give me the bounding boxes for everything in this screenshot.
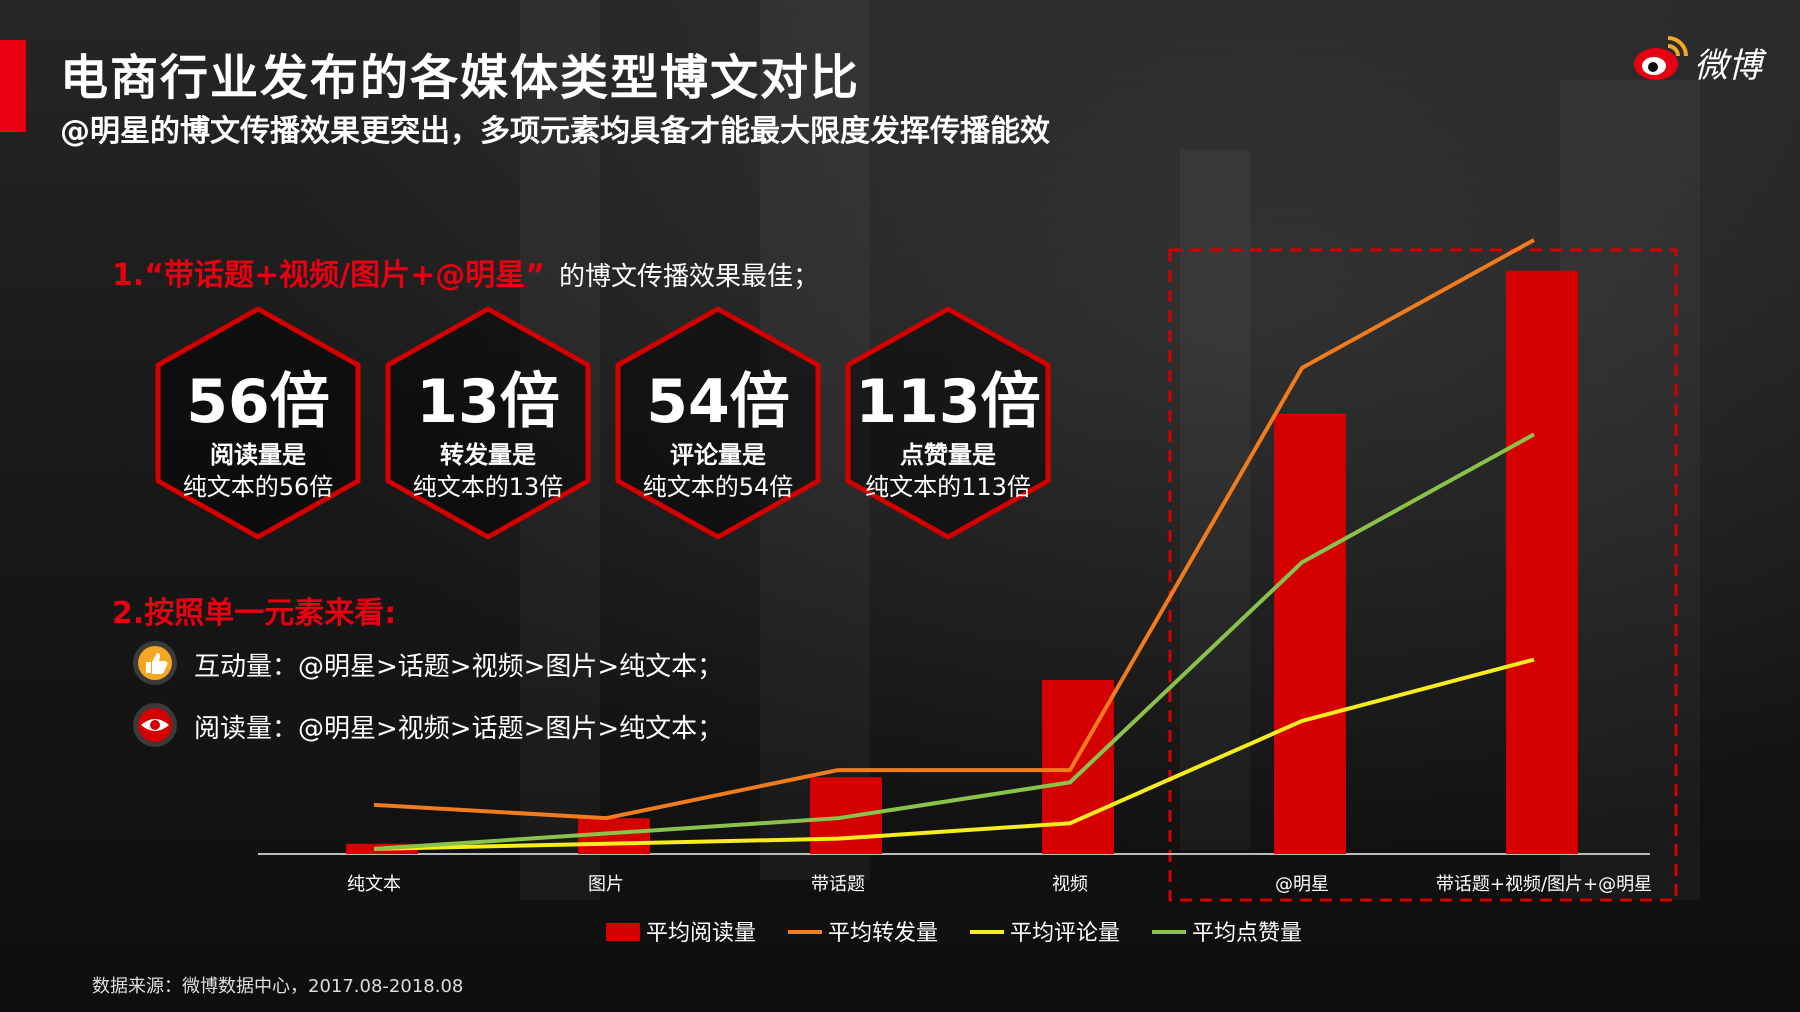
eye-icon [133,703,177,747]
line-平均点赞量 [373,432,1535,851]
point-1-text: 的博文传播效果最佳； [558,262,819,292]
weibo-eye-icon [1634,36,1688,80]
x-tick-label: @明星 [1275,874,1329,895]
stat-desc: 纯文本的56倍 [182,473,334,501]
background-building [1180,150,1250,850]
legend-label: 平均评论量 [1010,921,1120,946]
legend-label: 平均转发量 [828,921,938,946]
reading-ranking: 阅读量：@明星>视频>话题>图片>纯文本； [132,702,752,752]
stat-hexagon-forward: 13倍 转发量是 纯文本的13倍 [382,305,594,541]
bar-平均阅读量 [1506,270,1578,854]
stat-desc: 纯文本的113倍 [865,473,1031,501]
title-accent-bar [0,40,26,132]
hexagon-frame [845,306,1051,540]
hexagon-frame [615,306,821,540]
legend-label: 平均点赞量 [1192,921,1302,946]
weibo-logo: 微博 [1632,28,1782,88]
stat-label: 转发量是 [440,441,536,469]
interaction-ranking: 互动量：@明星>话题>视频>图片>纯文本； [132,640,752,690]
page-title: 电商行业发布的各媒体类型博文对比 [60,50,861,106]
stat-value: 113倍 [855,367,1041,437]
legend-swatch [606,923,640,941]
point-2-heading: 2.按照单一元素来看: [112,596,397,631]
stat-desc: 纯文本的54倍 [642,473,794,501]
stat-desc: 纯文本的13倍 [412,473,564,501]
x-tick-label: 带话题+视频/图片+@明星 [1436,874,1652,895]
stat-value: 54倍 [646,367,790,437]
hexagon-frame [385,306,591,540]
thumbs-up-icon [133,641,177,685]
line-平均评论量 [373,657,1535,851]
point-1-highlight: 1.“带话题+视频/图片+@明星” [112,258,545,293]
line-平均转发量 [373,238,1535,821]
x-tick-label: 纯文本 [347,874,401,895]
x-tick-label: 视频 [1052,874,1088,895]
bar-平均阅读量 [1274,413,1346,854]
stat-label: 阅读量是 [210,441,306,469]
stat-label: 评论量是 [670,441,766,469]
x-tick-label: 图片 [588,874,624,895]
stat-value: 56倍 [186,367,330,437]
stat-label: 点赞量是 [900,441,996,469]
legend-label: 平均阅读量 [646,921,756,946]
interaction-ranking-text: 互动量：@明星>话题>视频>图片>纯文本； [194,652,724,682]
stat-hexagon-like: 113倍 点赞量是 纯文本的113倍 [842,305,1054,541]
stat-hexagon-read: 56倍 阅读量是 纯文本的56倍 [152,305,364,541]
data-source: 数据来源：微博数据中心，2017.08-2018.08 [92,976,464,997]
x-tick-label: 带话题 [811,874,865,895]
point-1: 1.“带话题+视频/图片+@明星” 的博文传播效果最佳； [112,250,819,294]
highlight-box [1168,248,1678,902]
hexagon-frame [155,306,361,540]
page-subtitle: @明星的博文传播效果更突出，多项元素均具备才能最大限度发挥传播能效 [60,114,1050,149]
stat-value: 13倍 [416,367,560,437]
background-building [760,0,870,880]
weibo-logo-text: 微博 [1694,46,1762,86]
stat-hexagon-comment: 54倍 评论量是 纯文本的54倍 [612,305,824,541]
reading-ranking-text: 阅读量：@明星>视频>话题>图片>纯文本； [194,714,724,744]
bar-平均阅读量 [1042,680,1114,854]
